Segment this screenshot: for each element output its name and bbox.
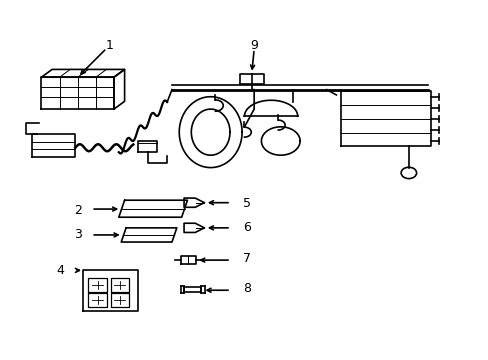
Text: 8: 8 [243, 282, 250, 294]
Text: 3: 3 [74, 229, 81, 242]
Text: 1: 1 [105, 39, 113, 52]
Text: 5: 5 [243, 197, 250, 210]
Text: 4: 4 [57, 264, 64, 277]
Text: 7: 7 [243, 252, 250, 265]
Text: 2: 2 [74, 204, 81, 217]
Text: 6: 6 [243, 221, 250, 234]
Text: 9: 9 [250, 39, 258, 52]
